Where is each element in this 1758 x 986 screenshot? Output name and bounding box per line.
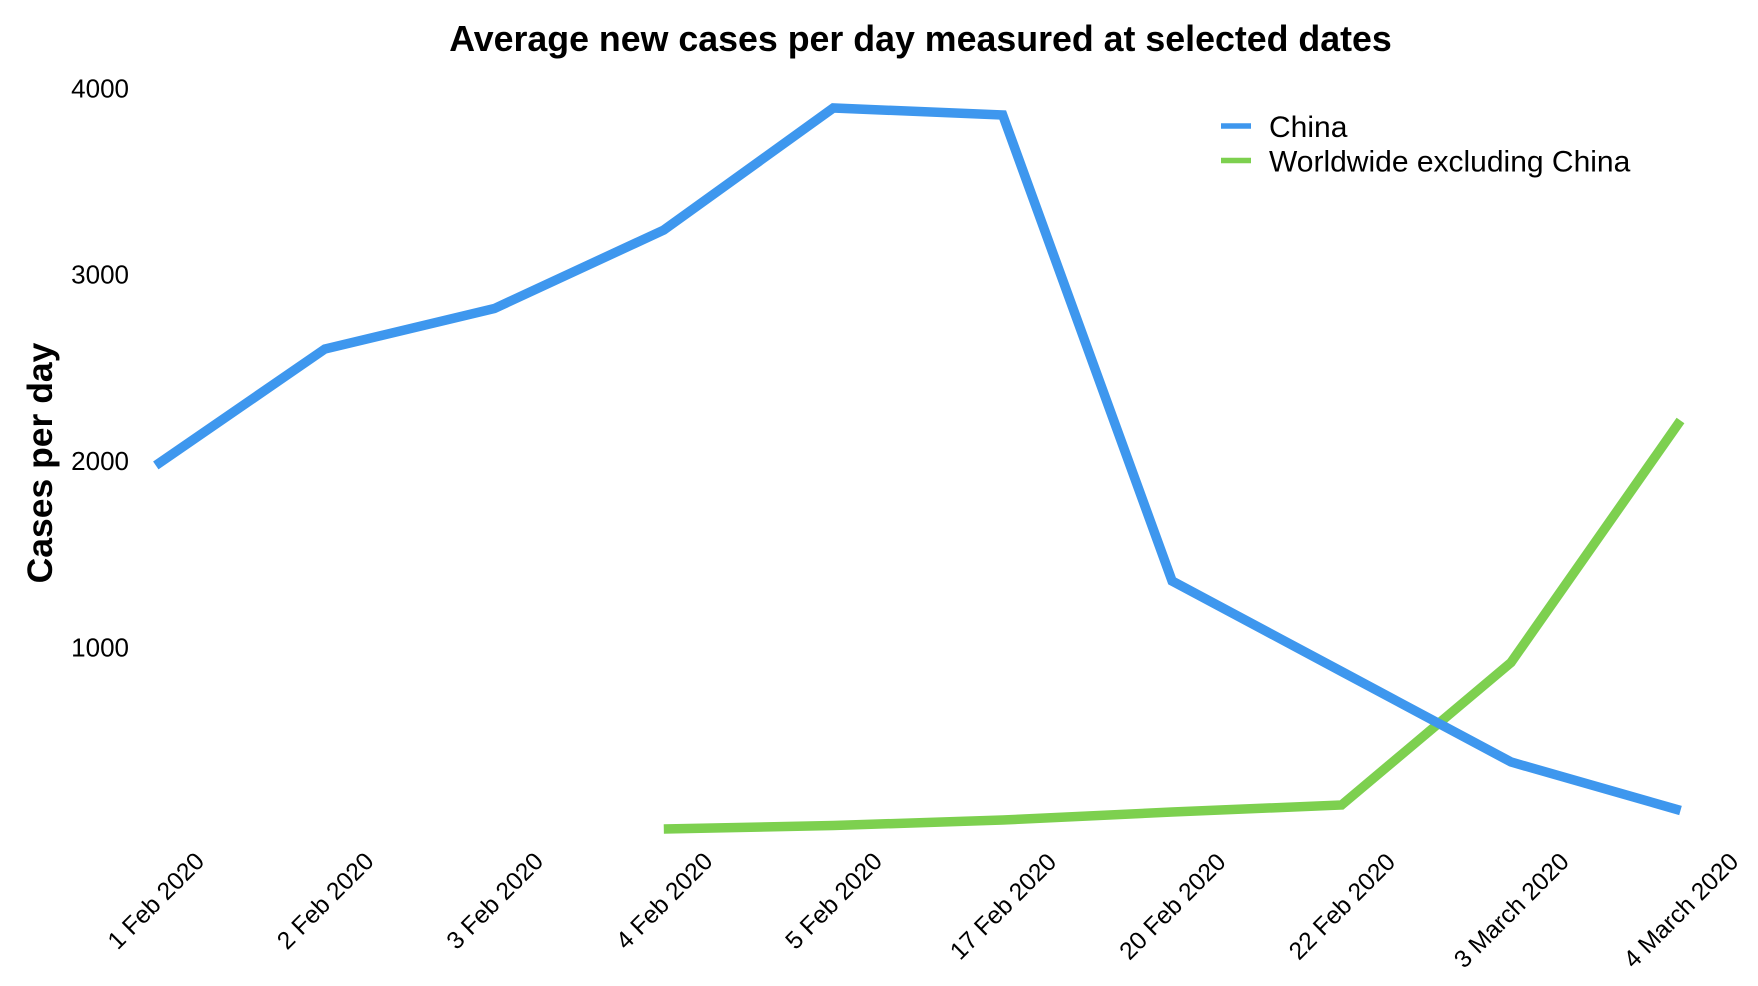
svg-text:Cases per day: Cases per day xyxy=(20,342,60,583)
svg-text:4000: 4000 xyxy=(71,73,129,103)
svg-text:1000: 1000 xyxy=(71,632,129,662)
svg-text:3000: 3000 xyxy=(71,260,129,290)
svg-text:2000: 2000 xyxy=(71,446,129,476)
svg-text:Worldwide excluding China: Worldwide excluding China xyxy=(1269,146,1631,179)
svg-text:China: China xyxy=(1269,111,1348,144)
svg-text:Average new cases per day meas: Average new cases per day measured at se… xyxy=(449,19,1392,59)
